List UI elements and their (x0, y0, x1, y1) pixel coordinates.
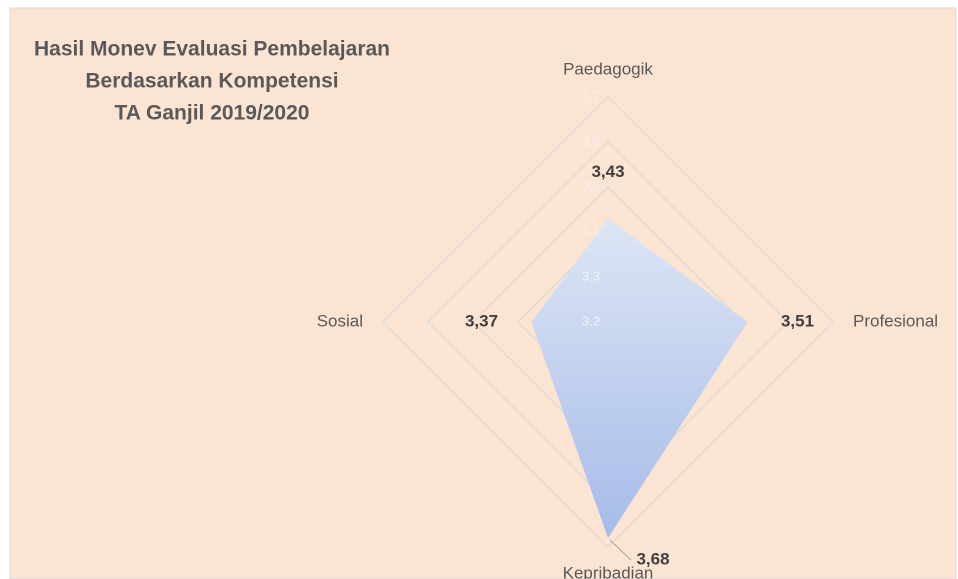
category-label: Sosial (317, 311, 363, 330)
title-line: TA Ganjil 2019/2020 (115, 102, 310, 125)
axis-tick-label: 3,3 (582, 268, 600, 283)
chart-title: Hasil Monev Evaluasi Pembelajaran Berdasa… (34, 38, 390, 125)
title-line: Berdasarkan Kompetensi (85, 70, 338, 93)
axis-tick-label: 3,2 (582, 313, 600, 328)
data-label: 3,51 (781, 311, 814, 330)
data-label: 3,68 (636, 549, 669, 568)
axis-tick-label: 3,5 (582, 178, 600, 193)
category-label: Profesional (853, 311, 938, 330)
category-label: Kepribadian (563, 563, 654, 579)
radar-area (531, 218, 748, 538)
category-label: Paedagogik (563, 59, 653, 78)
axis-tick-label: 3,4 (582, 223, 600, 238)
grid-ring (382, 96, 834, 548)
axis-tick-label: 3,6 (582, 133, 600, 148)
data-label: 3,43 (591, 162, 624, 181)
axis-tick-label: 3,7 (582, 88, 600, 103)
chart-background (9, 7, 957, 579)
leader-line (609, 539, 632, 561)
title-line: Hasil Monev Evaluasi Pembelajaran (34, 38, 390, 61)
data-label: 3,37 (465, 311, 498, 330)
